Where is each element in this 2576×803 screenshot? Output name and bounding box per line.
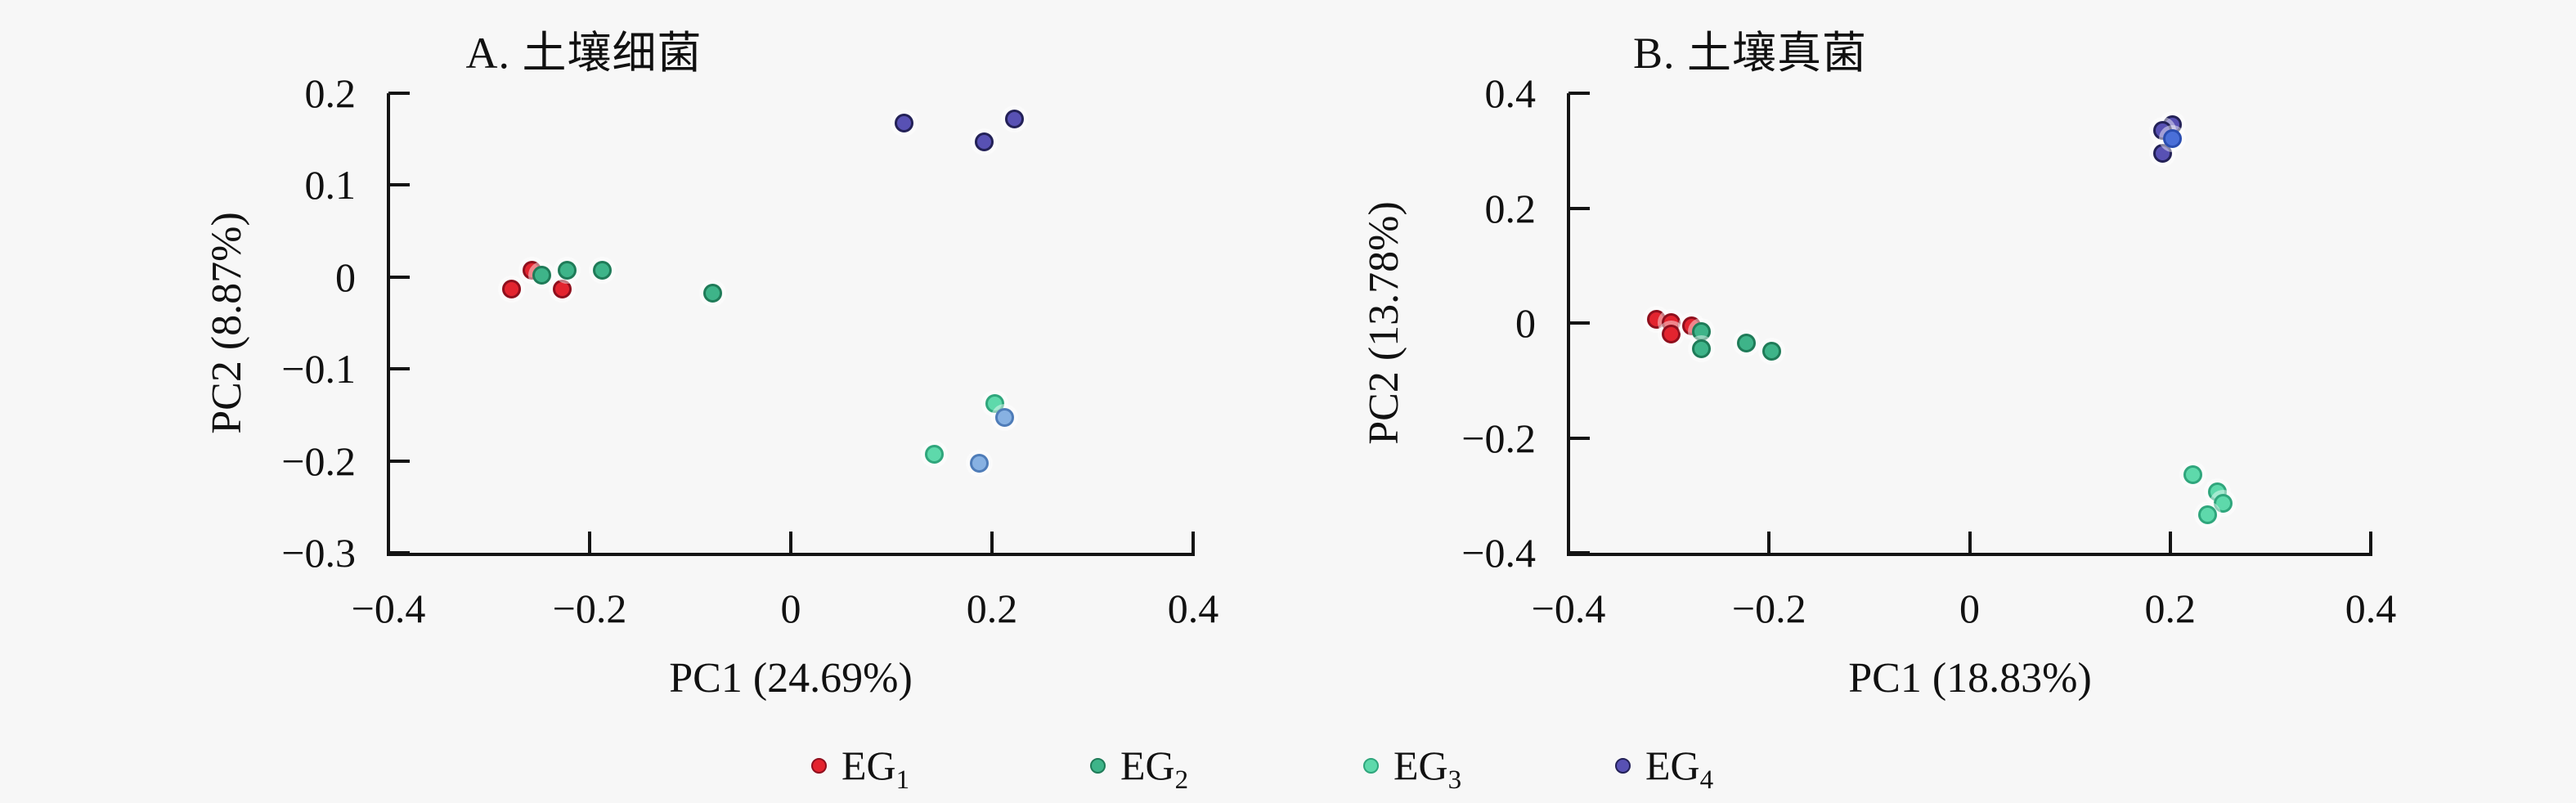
panel-a-point-eg3: [970, 454, 990, 473]
panel-b-y-axis: [1567, 93, 1570, 556]
panel-b-y-tick-label: 0.4: [1484, 70, 1537, 116]
panel-a-x-tick-label: 0.2: [966, 585, 1018, 631]
panel-b-x-tick-label: 0.4: [2345, 585, 2397, 631]
legend-label-eg1: EG1: [841, 742, 910, 795]
panel-a-y-axis: [387, 93, 390, 556]
legend-item-eg1: EG1: [811, 738, 910, 795]
panel-b-x-tick-label: −0.2: [1731, 585, 1806, 631]
panel-b-x-tick: [1767, 532, 1771, 553]
panel-b-point-eg3: [2213, 494, 2233, 514]
panel-b-y-tick: [1568, 551, 1590, 554]
panel-a-point-eg2: [703, 284, 723, 303]
panel-b-x-tick: [2168, 532, 2172, 553]
panel-a-y-tick: [388, 92, 410, 95]
panel-b-x-axis-label: PC1 (18.83%): [1848, 655, 2092, 702]
panel-a-y-tick-label: −0.2: [281, 437, 356, 484]
legend-marker-eg2-icon: [1090, 757, 1106, 774]
panel-b-point-eg3: [2198, 505, 2218, 525]
panel-a-y-tick-label: −0.3: [281, 530, 356, 576]
panel-a-y-tick: [388, 367, 410, 371]
panel-a-x-tick-label: 0: [780, 585, 801, 631]
panel-b-title: B. 土壤真菌: [1632, 29, 1868, 78]
panel-a-point-eg2: [592, 261, 612, 280]
legend-item-eg4: EG4: [1615, 738, 1714, 795]
panel-b-point-eg2: [1691, 321, 1711, 341]
panel-b-x-tick: [2369, 532, 2372, 553]
panel-a-x-tick-label: −0.2: [552, 585, 627, 631]
panel-b-point-eg2: [1691, 339, 1711, 358]
panel-a-x-tick-label: 0.4: [1167, 585, 1219, 631]
panel-a-x-tick: [990, 532, 994, 553]
panel-a-point-eg2: [557, 261, 577, 280]
panel-a-y-tick-label: 0.2: [304, 70, 357, 116]
panel-a-y-tick-label: 0.1: [304, 162, 357, 209]
panel-a-y-tick: [388, 459, 410, 463]
panel-a-y-axis-label: PC2 (8.87%): [204, 212, 250, 434]
legend-marker-eg3-icon: [1363, 757, 1379, 774]
panel-a-point-eg4: [1005, 109, 1025, 128]
panel-b-y-tick-label: −0.2: [1461, 415, 1536, 461]
panel-b-x-tick-label: 0.2: [2144, 585, 2197, 631]
panel-b-y-tick: [1568, 92, 1590, 95]
panel-a-x-tick: [789, 532, 792, 553]
panel-a-x-tick: [1192, 532, 1195, 553]
panel-a-x-axis: [387, 553, 1195, 556]
legend-label-eg2: EG2: [1120, 742, 1189, 795]
panel-b-point-eg1: [1662, 325, 1681, 344]
panel-b-y-tick: [1568, 436, 1590, 440]
panel-b-point-eg4: [2152, 143, 2172, 163]
panel-b-x-tick-label: 0: [1959, 585, 1980, 631]
panel-b-point-eg2: [1737, 333, 1757, 352]
legend-label-eg4: EG4: [1645, 742, 1714, 795]
panel-a-point-eg3: [994, 407, 1014, 427]
panel-b-y-axis-label: PC2 (13.78%): [1361, 201, 1407, 445]
panel-a-point-eg1: [552, 279, 572, 298]
panel-b-point-eg3: [2183, 465, 2202, 485]
panel-b-y-tick-label: −0.4: [1461, 530, 1536, 576]
panel-a-y-tick: [388, 551, 410, 554]
panel-a-point-eg3: [924, 444, 944, 464]
panel-a-x-axis-label: PC1 (24.69%): [669, 655, 913, 702]
panel-b-x-tick: [1968, 532, 1972, 553]
panel-a-x-tick: [387, 532, 390, 553]
legend: EG1 EG2 EG3 EG4: [0, 738, 2576, 795]
panel-b-y-tick-label: 0.2: [1484, 185, 1537, 231]
legend-marker-eg4-icon: [1615, 757, 1631, 774]
panel-b-x-tick-label: −0.4: [1531, 585, 1606, 631]
panel-a-x-tick: [588, 532, 591, 553]
panel-a-point-eg2: [532, 265, 551, 285]
panel-b-y-tick: [1568, 321, 1590, 325]
panel-a-y-tick-label: 0: [335, 253, 356, 300]
panel-b-y-tick: [1568, 206, 1590, 210]
panel-a-point-eg4: [894, 114, 913, 133]
panel-b-x-axis: [1567, 553, 2372, 556]
panel-b-point-eg2: [1761, 342, 1781, 361]
panel-a-point-eg3: [985, 394, 1004, 414]
panel-a-y-tick-label: −0.1: [281, 346, 356, 393]
panel-a-point-eg1: [502, 279, 522, 298]
legend-marker-eg1-icon: [811, 757, 827, 774]
legend-item-eg3: EG3: [1363, 738, 1462, 795]
panel-b-x-tick: [1567, 532, 1570, 553]
panel-a-x-tick-label: −0.4: [351, 585, 426, 631]
panel-a-y-tick: [388, 183, 410, 187]
panel-b-y-tick-label: 0: [1515, 300, 1536, 346]
panel-a-title: A. 土壤细菌: [465, 29, 702, 78]
panel-a-y-tick: [388, 275, 410, 279]
panel-b-point-eg4: [2163, 129, 2183, 149]
legend-label-eg3: EG3: [1393, 742, 1462, 795]
panel-a-point-eg4: [975, 132, 994, 151]
legend-item-eg2: EG2: [1090, 738, 1189, 795]
